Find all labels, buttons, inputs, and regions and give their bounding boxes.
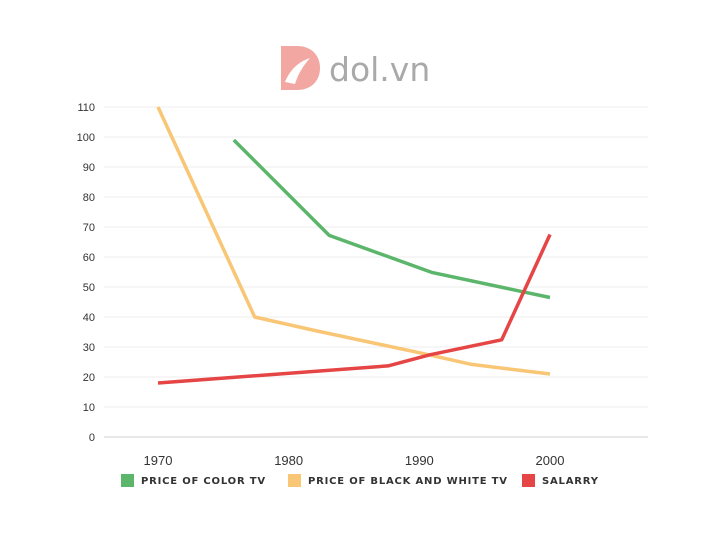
y-tick-label: 10 [83, 402, 95, 414]
logo-text: dol.vn [329, 50, 430, 89]
y-tick-label: 80 [83, 192, 95, 204]
legend-label: PRICE OF COLOR TV [141, 476, 266, 487]
series-lines [156, 106, 552, 385]
x-tick-label: 1980 [274, 453, 303, 468]
legend-label: PRICE OF BLACK AND WHITE TV [308, 476, 508, 487]
y-tick-label: 110 [77, 102, 95, 114]
x-tick-label: 2000 [536, 453, 565, 468]
y-axis-ticks: 0 10 20 30 40 50 60 70 80 90 100 110 [77, 102, 95, 444]
y-tick-label: 50 [83, 282, 95, 294]
x-tick-label: 1970 [144, 453, 173, 468]
legend: PRICE OF COLOR TV PRICE OF BLACK AND WHIT… [121, 474, 599, 487]
watermark-logo: dol.vn [281, 46, 430, 90]
x-axis-ticks: 1970 1980 1990 2000 [144, 453, 565, 468]
legend-swatch [522, 474, 535, 487]
gridlines [104, 106, 648, 438]
y-tick-label: 30 [83, 342, 95, 354]
y-tick-label: 40 [83, 312, 95, 324]
series-line-0 [232, 138, 551, 300]
series-line-2 [157, 233, 552, 385]
y-tick-label: 0 [89, 432, 95, 444]
legend-swatch [288, 474, 301, 487]
series-line-1 [156, 106, 551, 376]
y-tick-label: 90 [83, 162, 95, 174]
legend-swatch [121, 474, 134, 487]
x-tick-label: 1990 [405, 453, 434, 468]
y-tick-label: 100 [77, 132, 95, 144]
logo-mark-cut [285, 58, 310, 84]
y-tick-label: 20 [83, 372, 95, 384]
y-tick-label: 60 [83, 252, 95, 264]
y-tick-label: 70 [83, 222, 95, 234]
legend-label: SALARRY [542, 476, 599, 487]
